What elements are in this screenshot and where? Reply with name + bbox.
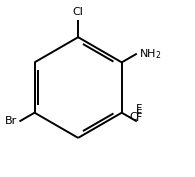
Text: Cl: Cl: [73, 7, 84, 18]
Text: F: F: [136, 113, 142, 123]
Text: C: C: [130, 112, 138, 122]
Text: F: F: [136, 109, 142, 119]
Text: F: F: [136, 104, 142, 114]
Text: NH$_2$: NH$_2$: [139, 47, 162, 61]
Text: Br: Br: [5, 116, 17, 126]
